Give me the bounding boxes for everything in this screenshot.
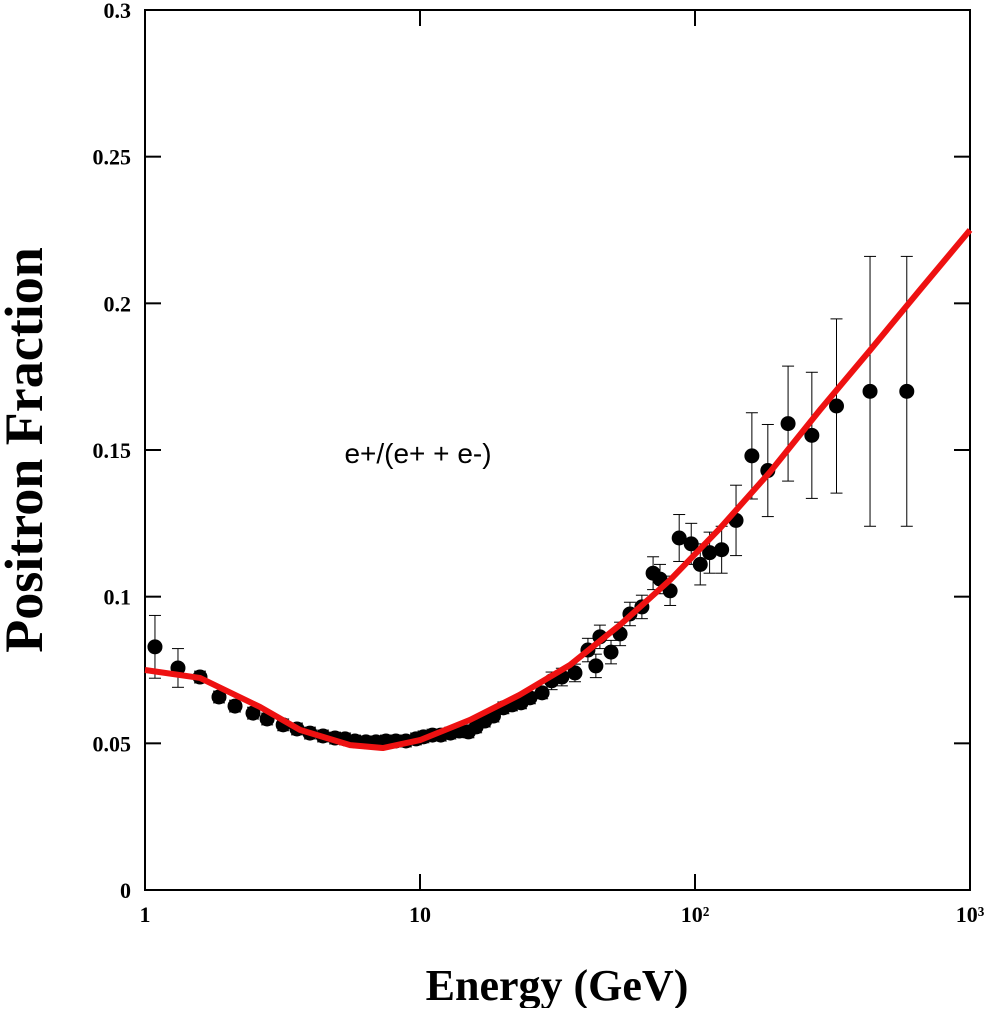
data-point [829,398,845,414]
y-tick-label: 0.25 [93,145,132,170]
data-point [147,639,163,655]
y-tick-label: 0.3 [104,0,132,23]
data-point [702,545,718,561]
data-point [744,448,760,464]
data-point [804,427,820,443]
data-point [671,530,687,546]
data-point [211,689,227,705]
x-tick-label: 10² [681,902,710,927]
y-axis-title: Positron Fraction [0,247,54,652]
data-point [899,383,915,399]
y-tick-label: 0 [120,878,131,903]
fit-line [144,228,973,752]
x-tick-label: 10³ [956,902,985,927]
data-point [780,416,796,432]
data-point [862,383,878,399]
data-point [534,685,550,701]
data-point [603,644,619,660]
y-tick-label: 0.15 [93,438,132,463]
data-point [683,536,699,552]
x-tick-label: 1 [140,902,151,927]
x-axis-title: Energy (GeV) [426,961,689,1008]
y-tick-label: 0.05 [93,731,132,756]
annotation: e+/(e+ + e-) [344,438,491,469]
plot-frame [144,9,971,891]
data-point [692,556,708,572]
data-point [567,665,583,681]
data-point [245,705,261,721]
x-tick-label: 10 [409,902,431,927]
data-point [588,658,604,674]
y-tick-label: 0.2 [104,291,132,316]
data-point [227,698,243,714]
y-tick-label: 0.1 [104,585,132,610]
data-point [714,542,730,558]
